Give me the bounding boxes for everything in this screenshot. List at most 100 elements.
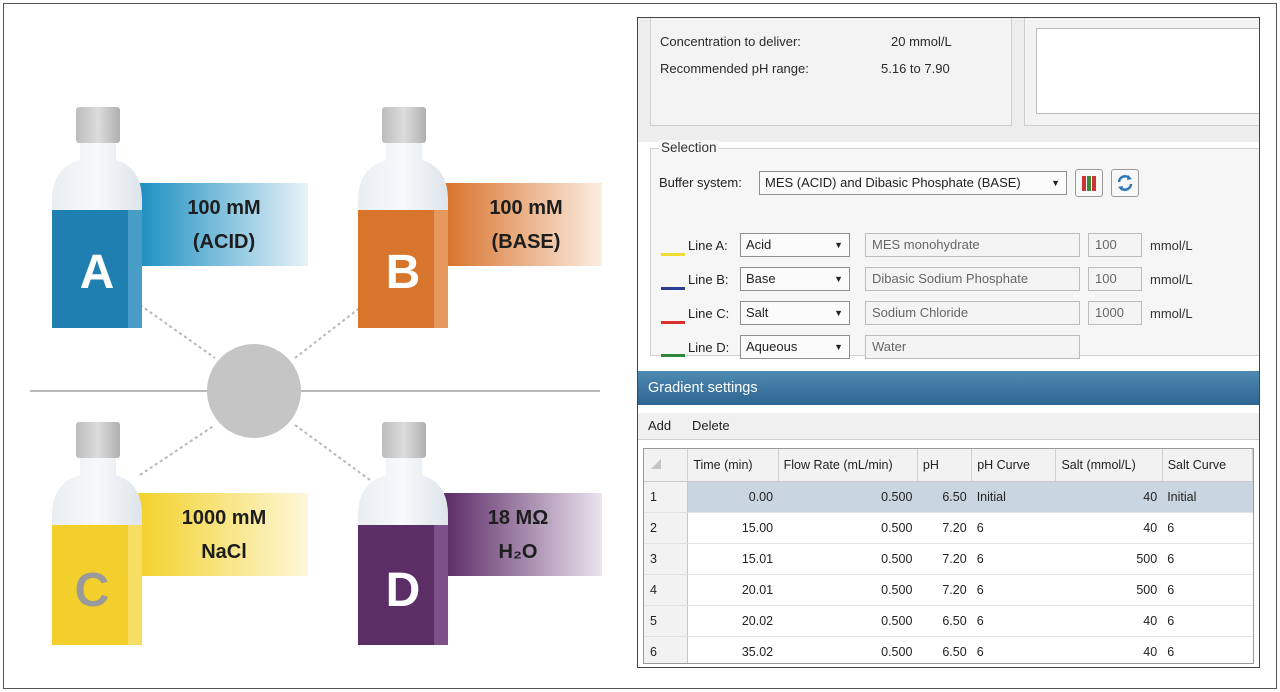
row-number: 6	[644, 636, 689, 663]
info-box: Concentration to deliver: 20 mmol/L Reco…	[650, 18, 1012, 126]
buffer-system-value: MES (ACID) and Dibasic Phosphate (BASE)	[765, 175, 1021, 190]
buffer-library-button[interactable]	[1075, 169, 1103, 197]
line-c-concentration-field[interactable]: 1000	[1088, 301, 1142, 325]
cell-salt-curve[interactable]: Initial	[1162, 481, 1253, 513]
cell-ph[interactable]: 6.50	[917, 481, 972, 513]
bottle-label-b: 100 mM (BASE)	[452, 186, 600, 263]
bottle-label-c-line1: 1000 mM	[181, 506, 267, 529]
cell-time[interactable]: 15.01	[687, 543, 779, 575]
row-number: 4	[644, 574, 689, 606]
line-a-label: Line A:	[688, 238, 728, 253]
bottle-label-d-line2: H₂O	[498, 540, 538, 563]
bottle-label-a-line2: (ACID)	[192, 230, 256, 253]
line-b-swatch	[661, 287, 685, 290]
cell-salt[interactable]: 40	[1055, 636, 1163, 663]
column-header-salt-curve[interactable]: Salt Curve	[1162, 449, 1253, 482]
cell-salt-curve[interactable]: 6	[1162, 636, 1253, 663]
cell-salt[interactable]: 40	[1055, 605, 1163, 637]
buffer-system-select[interactable]: MES (ACID) and Dibasic Phosphate (BASE) …	[759, 171, 1067, 195]
table-row[interactable]: 3 15.01 0.500 7.20 6 500 6	[644, 543, 1253, 575]
cell-time[interactable]: 0.00	[687, 481, 779, 513]
cell-ph[interactable]: 7.20	[917, 512, 972, 544]
cell-ph-curve[interactable]: 6	[971, 543, 1056, 575]
chevron-down-icon: ▼	[834, 342, 843, 352]
line-a-concentration-field[interactable]: 100	[1088, 233, 1142, 257]
row-number: 3	[644, 543, 689, 575]
delete-button[interactable]: Delete	[692, 418, 730, 433]
cell-salt-curve[interactable]: 6	[1162, 543, 1253, 575]
corner-cell[interactable]	[644, 449, 689, 482]
connector-line	[294, 299, 371, 359]
line-b-label: Line B:	[688, 272, 729, 287]
row-number: 1	[644, 481, 689, 513]
figure-frame	[3, 3, 1277, 689]
line-a-swatch	[661, 253, 685, 256]
line-d-type-select[interactable]: Aqueous ▼	[740, 335, 850, 359]
row-number: 5	[644, 605, 689, 637]
cell-salt[interactable]: 40	[1055, 512, 1163, 544]
refresh-button[interactable]	[1111, 169, 1139, 197]
line-d-type-value: Aqueous	[746, 339, 798, 354]
cell-salt-curve[interactable]: 6	[1162, 605, 1253, 637]
table-row[interactable]: 2 15.00 0.500 7.20 6 40 6	[644, 512, 1253, 544]
table-row[interactable]: 5 20.02 0.500 6.50 6 40 6	[644, 605, 1253, 637]
select-all-icon	[651, 458, 661, 469]
column-header-flow-rate[interactable]: Flow Rate (mL/min)	[778, 449, 918, 482]
cell-ph[interactable]: 6.50	[917, 636, 972, 663]
cell-time[interactable]: 15.00	[687, 512, 779, 544]
add-button[interactable]: Add	[648, 418, 672, 433]
row-number: 2	[644, 512, 689, 544]
cell-flow-rate[interactable]: 0.500	[778, 481, 918, 513]
cell-flow-rate[interactable]: 0.500	[778, 512, 918, 544]
cell-ph-curve[interactable]: Initial	[971, 481, 1056, 513]
bottle-letter-a: A	[80, 246, 115, 299]
cell-flow-rate[interactable]: 0.500	[778, 605, 918, 637]
table-row[interactable]: 4 20.01 0.500 7.20 6 500 6	[644, 574, 1253, 606]
line-b-reagent-field[interactable]: Dibasic Sodium Phosphate	[865, 267, 1080, 291]
bottle-a	[52, 107, 142, 328]
cell-flow-rate[interactable]: 0.500	[778, 574, 918, 606]
cell-ph[interactable]: 7.20	[917, 543, 972, 575]
bottle-label-d: 18 MΩ H₂O	[444, 496, 592, 573]
line-a-type-select[interactable]: Acid ▼	[740, 233, 850, 257]
line-d-reagent-field[interactable]: Water	[865, 335, 1080, 359]
label-banner-c	[138, 493, 308, 576]
cell-salt-curve[interactable]: 6	[1162, 574, 1253, 606]
column-header-salt[interactable]: Salt (mmol/L)	[1055, 449, 1163, 482]
cell-salt-curve[interactable]: 6	[1162, 512, 1253, 544]
line-c-type-select[interactable]: Salt ▼	[740, 301, 850, 325]
column-header-ph[interactable]: pH	[917, 449, 973, 482]
cell-time[interactable]: 20.01	[687, 574, 779, 606]
cell-time[interactable]: 20.02	[687, 605, 779, 637]
cell-ph[interactable]: 7.20	[917, 574, 972, 606]
line-b-concentration-field[interactable]: 100	[1088, 267, 1142, 291]
cell-ph-curve[interactable]: 6	[971, 636, 1056, 663]
cell-flow-rate[interactable]: 0.500	[778, 636, 918, 663]
column-header-ph-curve[interactable]: pH Curve	[971, 449, 1057, 482]
cell-ph[interactable]: 6.50	[917, 605, 972, 637]
cell-salt[interactable]: 40	[1055, 481, 1163, 513]
cell-flow-rate[interactable]: 0.500	[778, 543, 918, 575]
table-header-row: Time (min) Flow Rate (mL/min) pH pH Curv…	[644, 449, 1253, 482]
bottle-label-b-line2: (BASE)	[491, 230, 561, 253]
line-c-type-value: Salt	[746, 305, 769, 320]
line-b-unit: mmol/L	[1150, 272, 1193, 287]
column-header-time[interactable]: Time (min)	[687, 449, 779, 482]
line-a-reagent-field[interactable]: MES monohydrate	[865, 233, 1080, 257]
line-b-type-select[interactable]: Base ▼	[740, 267, 850, 291]
line-b-type-value: Base	[746, 271, 776, 286]
line-c-reagent-field[interactable]: Sodium Chloride	[865, 301, 1080, 325]
table-row[interactable]: 1 0.00 0.500 6.50 Initial 40 Initial	[644, 481, 1253, 513]
cell-ph-curve[interactable]: 6	[971, 512, 1056, 544]
label-banner-d	[444, 493, 602, 576]
cell-ph-curve[interactable]: 6	[971, 605, 1056, 637]
bottle-c	[52, 422, 142, 645]
cell-salt[interactable]: 500	[1055, 574, 1163, 606]
concentration-label: Concentration to deliver:	[660, 34, 801, 49]
selection-group: Selection Buffer system: MES (ACID) and …	[650, 140, 1259, 359]
cell-salt[interactable]: 500	[1055, 543, 1163, 575]
info-area: Concentration to deliver: 20 mmol/L Reco…	[638, 18, 1259, 142]
cell-time[interactable]: 35.02	[687, 636, 779, 663]
table-row[interactable]: 6 35.02 0.500 6.50 6 40 6	[644, 636, 1253, 663]
cell-ph-curve[interactable]: 6	[971, 574, 1056, 606]
